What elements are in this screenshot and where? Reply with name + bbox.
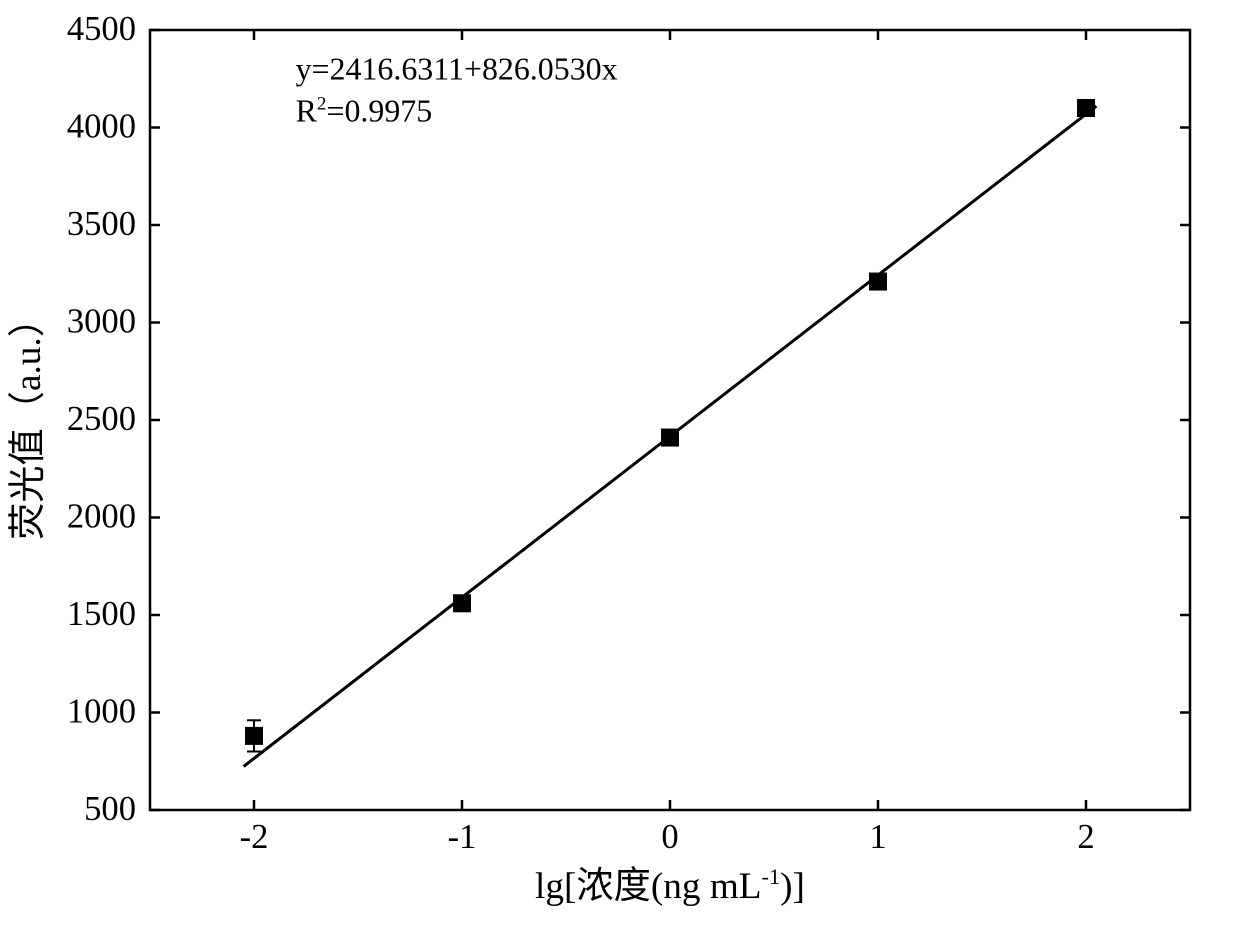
x-tick-label: -2 xyxy=(240,818,269,856)
y-tick-label: 4500 xyxy=(67,10,136,48)
data-point-marker xyxy=(1077,99,1095,117)
y-tick-label: 3500 xyxy=(67,205,136,243)
x-tick-label: -1 xyxy=(448,818,477,856)
r-squared-text: R2=0.9975 xyxy=(296,93,433,128)
chart-container: -2-1012500100015002000250030003500400045… xyxy=(0,0,1240,935)
y-tick-label: 2000 xyxy=(67,498,136,536)
data-point-marker xyxy=(453,594,471,612)
x-tick-label: 1 xyxy=(869,818,886,856)
x-tick-label: 2 xyxy=(1077,818,1094,856)
y-tick-label: 4000 xyxy=(67,108,136,146)
calibration-chart: -2-1012500100015002000250030003500400045… xyxy=(0,0,1240,935)
equation-text: y=2416.6311+826.0530x xyxy=(296,51,618,86)
y-tick-label: 2500 xyxy=(67,400,136,438)
data-point-marker xyxy=(245,727,263,745)
y-tick-label: 3000 xyxy=(67,303,136,341)
y-tick-label: 500 xyxy=(84,790,136,828)
y-axis-label: 荧光值（a.u.） xyxy=(8,300,49,540)
x-tick-label: 0 xyxy=(661,818,678,856)
data-point-marker xyxy=(661,429,679,447)
data-point-marker xyxy=(869,273,887,291)
y-tick-label: 1000 xyxy=(67,693,136,731)
y-tick-label: 1500 xyxy=(67,595,136,633)
